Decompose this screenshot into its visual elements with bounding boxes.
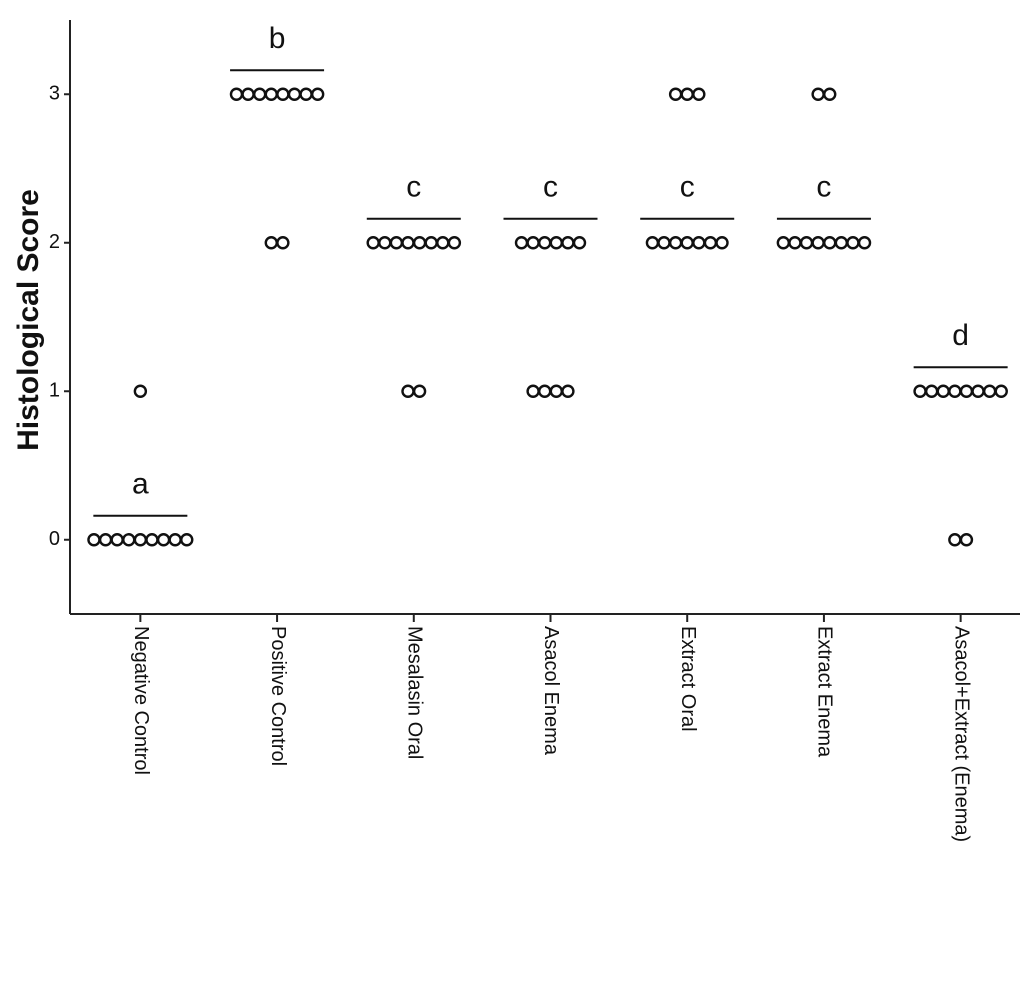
x-tick-label: Extract Enema [814,626,836,758]
x-tick-label: Mesalasin Oral [404,626,426,759]
data-dot [680,87,694,101]
data-dot [447,236,462,250]
data-dot [936,384,950,398]
data-dot [715,236,729,250]
data-dot [526,384,540,398]
data-dot [834,236,849,250]
data-dot [87,533,101,547]
data-dot [913,384,927,398]
data-dot [668,236,683,250]
data-dot [857,236,872,250]
significance-letter: c [680,171,695,204]
data-dot [412,384,427,398]
data-dot [982,384,997,398]
data-dot [98,533,113,547]
data-dot [948,384,962,398]
data-dot [287,87,302,101]
data-dot [424,236,438,250]
data-dot [561,236,575,250]
data-dot [776,236,791,250]
significance-letter: a [132,468,149,501]
data-dot [378,236,392,250]
x-tick-label: Asacol Enema [540,626,562,756]
data-dot [276,236,290,250]
data-dot [168,533,182,547]
data-dot [436,236,450,250]
data-dot [994,384,1008,398]
data-dot [241,87,255,101]
data-dot [401,384,415,398]
data-dot [156,533,171,547]
data-dot [549,236,563,250]
data-dot [229,87,244,101]
data-dot [959,533,974,547]
data-dot [971,384,985,398]
data-dot [924,384,939,398]
data-dot [264,87,278,101]
x-tick-label: Negative Control [130,626,152,775]
data-dot [846,236,860,250]
data-dot [389,236,404,250]
data-dot [122,533,136,547]
y-tick-label: 3 [49,83,60,105]
data-dot [572,236,587,250]
data-dot [110,533,124,547]
x-tick-label: Extract Oral [677,626,699,732]
data-dot [811,236,825,250]
significance-letter: d [952,319,969,352]
data-dot [276,87,290,101]
data-dot [680,236,694,250]
data-dot [948,533,962,547]
data-dot [526,236,540,250]
data-dot [692,236,706,250]
data-dot [145,533,159,547]
data-dot [133,533,148,547]
data-dot [264,236,278,250]
data-dot [692,87,706,101]
data-dot [252,87,267,101]
data-dot [310,87,325,101]
data-dot [799,236,814,250]
data-dot [561,384,575,398]
significance-letter: c [406,171,421,204]
data-dot [645,236,660,250]
data-dot [549,384,563,398]
data-dot [823,87,837,101]
y-axis-title: Histological Score [12,189,45,451]
significance-letter: c [816,171,831,204]
data-dot [401,236,415,250]
x-tick-label: Positive Control [267,626,289,766]
data-dot [657,236,671,250]
y-tick-label: 1 [49,380,60,402]
x-tick-label: Asacol+Extract (Enema) [950,626,972,842]
y-tick-label: 0 [49,528,60,550]
data-dot [133,384,148,398]
data-dot [823,236,837,250]
data-dot [668,87,683,101]
y-tick-label: 2 [49,231,60,253]
data-dot [788,236,802,250]
data-dot [538,236,552,250]
data-dot [299,87,313,101]
data-dot [366,236,380,250]
data-dot [959,384,974,398]
data-dot [811,87,825,101]
data-dot [703,236,718,250]
data-dot [412,236,427,250]
data-dot [538,384,552,398]
significance-letter: b [269,22,286,55]
data-dot [180,533,194,547]
significance-letter: c [543,171,558,204]
data-dot [514,236,529,250]
